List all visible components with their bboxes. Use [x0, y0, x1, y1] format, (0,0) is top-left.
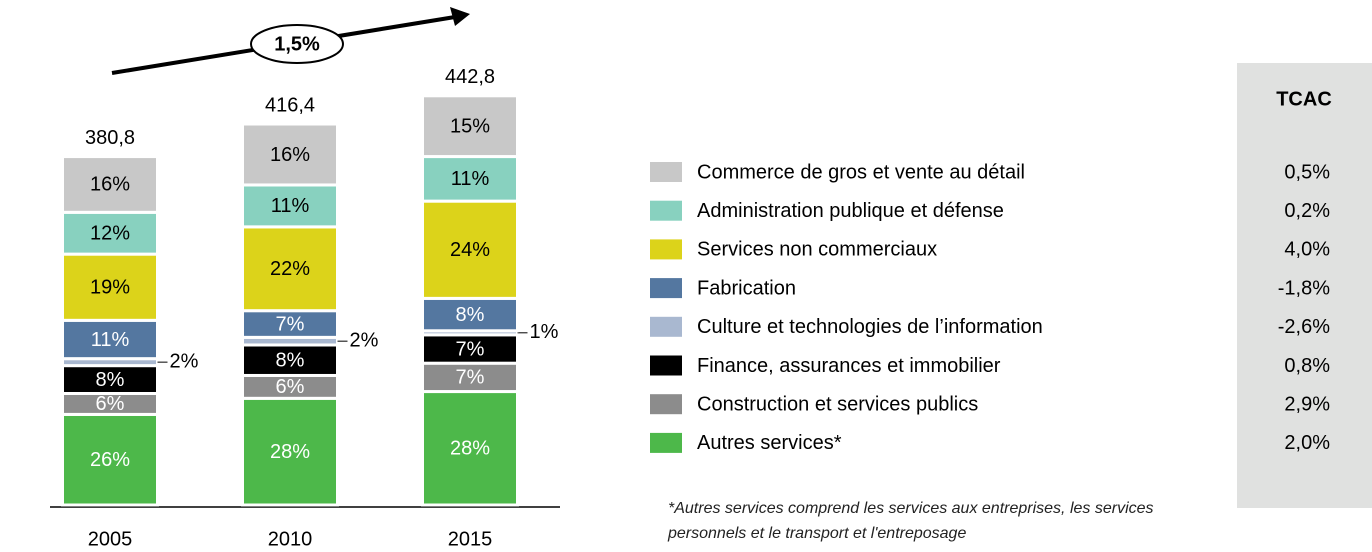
value-label: 26% [90, 449, 130, 471]
legend-label: Fabrication [697, 277, 796, 299]
tcac-value: -1,8% [1278, 277, 1330, 299]
legend-swatch [650, 394, 682, 415]
tcac-value: 2,9% [1284, 393, 1330, 415]
tcac-panel [1237, 63, 1372, 508]
legend-swatch [650, 278, 682, 299]
bar-segment [241, 122, 339, 187]
legend-swatch [650, 432, 682, 453]
value-label: 19% [90, 277, 130, 299]
value-label: 11% [91, 329, 130, 351]
value-label: 11% [451, 168, 490, 190]
cagr-bubble [250, 24, 344, 64]
total-label: 416,4 [265, 94, 315, 116]
legend-label: Services non commerciaux [697, 239, 937, 261]
bar-segment [61, 412, 159, 507]
bar-segment [241, 225, 339, 313]
value-label: 2% [170, 350, 199, 372]
bar-segment [421, 155, 519, 203]
bar-segment [61, 155, 159, 214]
bar-segment [61, 364, 159, 396]
value-label: 28% [450, 438, 490, 460]
bar-segment [241, 343, 339, 377]
legend-swatch [650, 200, 682, 221]
value-label: 6% [96, 393, 125, 415]
value-label: 8% [456, 304, 485, 326]
value-label: 16% [270, 144, 310, 166]
value-label: 1% [530, 321, 559, 343]
value-label: 15% [450, 115, 490, 137]
value-label: 6% [276, 376, 305, 398]
cagr-arrowhead [450, 7, 470, 26]
bar-segment [421, 390, 519, 507]
value-label: 8% [276, 349, 305, 371]
cagr-label: 1,5% [274, 33, 320, 55]
value-label: 22% [270, 258, 310, 280]
bar-segment [421, 199, 519, 300]
tcac-value: 4,0% [1284, 239, 1330, 261]
legend-label: Autres services* [697, 432, 842, 454]
legend-label: Culture et technologies de l’information [697, 316, 1043, 338]
legend-label: Finance, assurances et immobilier [697, 355, 1001, 377]
legend-swatch [650, 239, 682, 260]
bar-segment [241, 309, 339, 339]
tcac-value: -2,6% [1278, 316, 1330, 338]
bar-segment [241, 183, 339, 229]
x-tick-label: 2010 [268, 528, 313, 550]
legend-swatch [650, 162, 682, 182]
total-label: 442,8 [445, 66, 495, 88]
value-label: 7% [276, 313, 305, 335]
footnote: *Autres services comprend les services a… [668, 500, 1154, 542]
value-label: 7% [456, 338, 485, 360]
tcac-value: 0,2% [1284, 200, 1330, 222]
legend-label: Construction et services publics [697, 393, 978, 415]
legend-swatch [650, 355, 682, 376]
x-tick-label: 2015 [448, 528, 493, 550]
value-label: 24% [450, 239, 490, 261]
x-tick-label: 2005 [88, 528, 133, 550]
value-label: 16% [90, 174, 130, 196]
value-label: 11% [271, 195, 310, 217]
value-label: 28% [270, 441, 310, 463]
tcac-value: 0,8% [1284, 355, 1330, 377]
tcac-value: 2,0% [1284, 432, 1330, 454]
bar-segment [421, 361, 519, 394]
value-label: 2% [350, 329, 379, 351]
bar-segment [241, 396, 339, 507]
tcac-header: TCAC [1276, 88, 1332, 110]
legend-label: Administration publique et défense [697, 200, 1004, 222]
legend-swatch [650, 316, 682, 337]
value-label: 7% [456, 367, 485, 389]
value-label: 8% [96, 369, 125, 391]
tcac-value: 0,5% [1284, 161, 1330, 183]
bar-segment [421, 94, 519, 159]
legend-label: Commerce de gros et vente au détail [697, 161, 1025, 183]
value-label: 12% [90, 223, 130, 245]
total-label: 380,8 [85, 127, 135, 149]
